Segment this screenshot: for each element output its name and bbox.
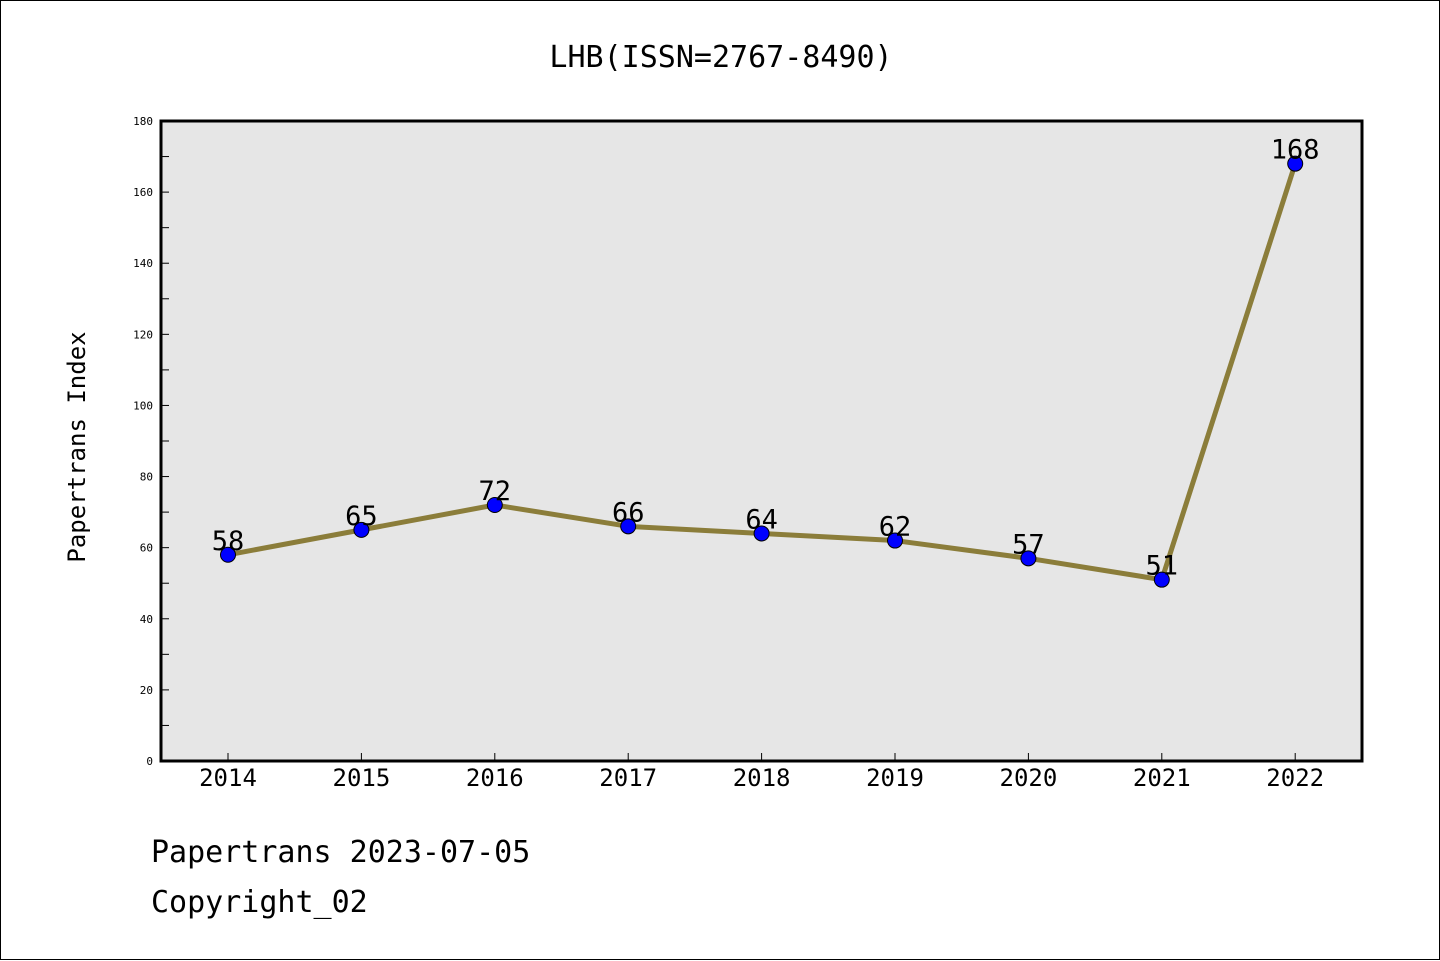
y-tick-label: 100: [133, 399, 153, 412]
x-tick-label: 2021: [1133, 764, 1191, 792]
x-tick-label: 2014: [199, 764, 257, 792]
x-tick-label: 2020: [1000, 764, 1058, 792]
chart-title: LHB(ISSN=2767-8490): [549, 40, 892, 75]
y-tick-label: 120: [133, 328, 153, 341]
y-tick-label: 20: [140, 684, 153, 697]
data-point: [486, 497, 503, 513]
plot-area: [161, 121, 1362, 761]
data-label: 62: [879, 512, 912, 543]
y-tick-label: 0: [146, 755, 153, 768]
x-tick-label: 2018: [733, 764, 791, 792]
y-tick-label: 140: [133, 257, 153, 270]
data-point: [1287, 155, 1304, 172]
x-tick-label: 2015: [333, 764, 391, 792]
plot-frame: [159, 119, 1364, 763]
data-label: 66: [612, 497, 645, 528]
x-tick-label: 2017: [599, 764, 657, 792]
y-tick-label: 40: [140, 613, 153, 626]
data-point: [1153, 571, 1170, 588]
x-tick-label: 2016: [466, 764, 524, 792]
data-point: [220, 546, 236, 563]
data-point: [620, 518, 637, 535]
footer-date: Papertrans 2023-07-05: [151, 835, 531, 870]
y-tick-label: 60: [140, 542, 153, 555]
data-label: 168: [1271, 135, 1320, 166]
y-tick-label: 180: [133, 115, 153, 128]
data-point: [1020, 550, 1037, 567]
data-point: [887, 532, 903, 549]
data-label: 57: [1012, 529, 1045, 560]
data-point: [353, 521, 370, 538]
footer-copyright: Copyright_02: [151, 885, 368, 920]
data-label: 58: [212, 526, 245, 557]
data-label: 51: [1146, 551, 1179, 582]
y-tick-label: 160: [133, 186, 153, 199]
y-tick-label: 80: [140, 471, 153, 484]
series-layer: 58 65 72 66 64 62 57 51 168: [212, 135, 1320, 588]
y-axis-label: Papertrans Index: [63, 331, 91, 562]
x-tick-label: 2022: [1266, 764, 1324, 792]
data-label: 65: [345, 501, 378, 532]
data-label: 64: [745, 504, 778, 535]
x-tick-label: 2019: [866, 764, 924, 792]
data-label: 72: [479, 476, 512, 507]
data-point: [753, 525, 770, 542]
x-axis: 2014 2015 2016 2017 2018 2019 2020 2021 2022: [199, 753, 1324, 792]
